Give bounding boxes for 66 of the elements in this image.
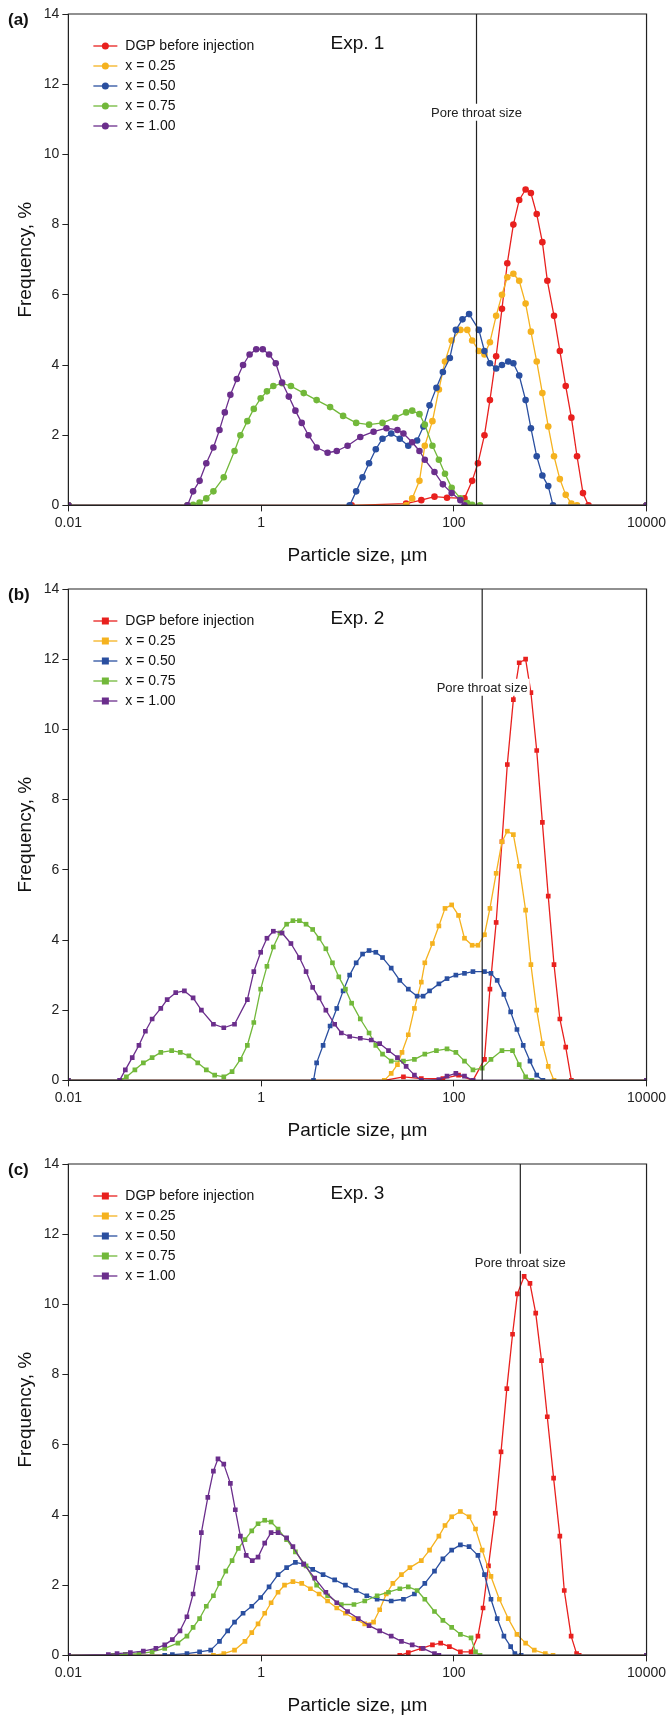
- y-axis-title: Frequency, %: [13, 201, 35, 318]
- x-tick-label: 0.01: [54, 513, 83, 530]
- chart-title: (c): [8, 1159, 29, 1179]
- chart-title: (a): [8, 9, 29, 29]
- y-tick-label: 8: [51, 790, 60, 807]
- legend-label: x = 0.25: [125, 1206, 176, 1223]
- ref-line-label: Pore throat size: [474, 1254, 566, 1270]
- y-tick-label: 0: [51, 1071, 60, 1088]
- legend-label: x = 0.25: [125, 631, 176, 648]
- legend-label: x = 0.75: [125, 96, 176, 113]
- y-tick-label: 4: [51, 355, 60, 372]
- y-tick-label: 2: [51, 1576, 60, 1593]
- y-tick-label: 12: [43, 650, 60, 667]
- y-tick-label: 0: [51, 1646, 60, 1663]
- x-tick-label: 10000: [627, 1663, 667, 1680]
- y-axis-title: Frequency, %: [13, 1351, 35, 1468]
- y-tick-label: 6: [51, 1435, 60, 1452]
- y-axis-title: Frequency, %: [13, 776, 35, 893]
- x-tick-label: 100: [442, 1663, 466, 1680]
- x-tick-label: 100: [442, 1088, 466, 1105]
- x-axis-title: Particle size, µm: [287, 1118, 428, 1140]
- legend-label: x = 0.25: [125, 56, 176, 73]
- y-tick-label: 8: [51, 215, 60, 232]
- legend-label: x = 0.75: [125, 1246, 176, 1263]
- x-axis-title: Particle size, µm: [287, 1693, 428, 1715]
- y-tick-label: 0: [51, 496, 60, 513]
- y-tick-label: 8: [51, 1365, 60, 1382]
- y-tick-label: 10: [43, 145, 60, 162]
- y-tick-label: 2: [51, 426, 60, 443]
- x-tick-label: 0.01: [54, 1663, 83, 1680]
- ref-line-label: Pore throat size: [430, 104, 523, 120]
- legend-label: x = 1.00: [125, 691, 176, 708]
- legend-label: DGP before injection: [125, 36, 255, 53]
- chart-title: (b): [8, 584, 30, 604]
- legend-label: x = 0.50: [125, 76, 176, 93]
- legend-label: x = 1.00: [125, 1266, 176, 1283]
- y-tick-label: 12: [43, 75, 60, 92]
- x-tick-label: 10000: [627, 1088, 667, 1105]
- y-tick-label: 14: [43, 579, 60, 596]
- legend-label: x = 0.50: [125, 651, 176, 668]
- y-tick-label: 14: [43, 1154, 60, 1171]
- ref-line-label: Pore throat size: [436, 679, 528, 695]
- y-tick-label: 4: [51, 930, 60, 947]
- y-tick-label: 2: [51, 1001, 60, 1018]
- x-axis-title: Particle size, µm: [287, 543, 428, 565]
- y-tick-label: 6: [51, 860, 60, 877]
- x-tick-label: 1: [257, 513, 266, 530]
- y-tick-label: 10: [43, 720, 60, 737]
- y-tick-label: 12: [43, 1225, 60, 1242]
- annotation: Exp. 3: [330, 1181, 385, 1203]
- legend-label: x = 0.75: [125, 671, 176, 688]
- x-tick-label: 1: [257, 1088, 266, 1105]
- x-tick-label: 1: [257, 1663, 266, 1680]
- x-tick-label: 10000: [627, 513, 667, 530]
- y-tick-label: 6: [51, 285, 60, 302]
- x-tick-label: 100: [442, 513, 466, 530]
- legend-label: x = 0.50: [125, 1226, 176, 1243]
- annotation: Exp. 1: [330, 31, 385, 53]
- y-tick-label: 14: [43, 4, 60, 21]
- legend-label: DGP before injection: [125, 1186, 255, 1203]
- y-tick-label: 4: [51, 1505, 60, 1522]
- y-tick-label: 10: [43, 1295, 60, 1312]
- x-tick-label: 0.01: [54, 1088, 83, 1105]
- annotation: Exp. 2: [330, 606, 385, 628]
- legend-label: x = 1.00: [125, 116, 176, 133]
- legend-label: DGP before injection: [125, 611, 255, 628]
